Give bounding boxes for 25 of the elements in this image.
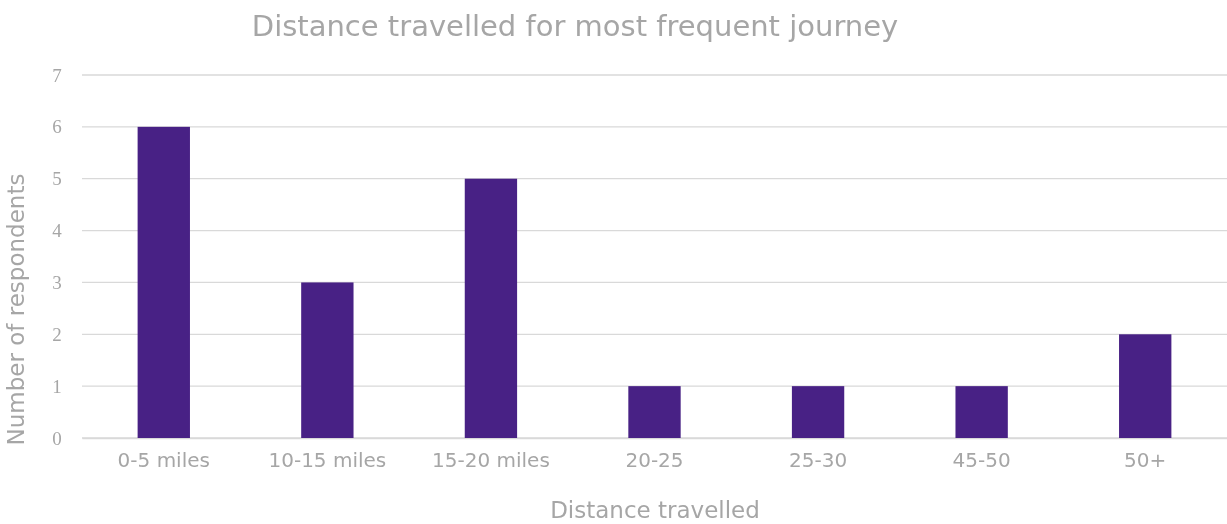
y-tick-label: 3 [52, 272, 62, 294]
y-axis-title: Number of respondents [3, 173, 29, 446]
bar [955, 386, 1008, 438]
bar [791, 386, 845, 438]
bar [137, 126, 190, 438]
x-tick-label: 0-5 miles [117, 448, 210, 472]
y-tick-label: 6 [52, 116, 62, 138]
x-tick-label: 20-25 [625, 448, 684, 472]
x-axis-title: Distance travelled [550, 497, 760, 523]
x-tick-label: 25-30 [789, 448, 848, 472]
x-tick-label: 10-15 miles [268, 448, 387, 472]
x-tick-label: 45-50 [952, 448, 1011, 472]
y-tick-label: 2 [52, 323, 62, 345]
bar [464, 178, 518, 438]
y-tick-label: 7 [52, 64, 62, 86]
x-tick-label: 50+ [1124, 448, 1167, 472]
y-tick-label: 1 [52, 375, 62, 397]
y-tick-label: 4 [52, 220, 63, 242]
y-tick-label: 0 [52, 427, 62, 449]
bar [628, 386, 681, 438]
x-tick-label: 15-20 miles [432, 448, 550, 472]
chart-title: Distance travelled for most frequent journey [251, 9, 899, 43]
y-tick-label: 5 [52, 168, 62, 190]
bar [301, 282, 354, 438]
bar [1119, 334, 1172, 438]
